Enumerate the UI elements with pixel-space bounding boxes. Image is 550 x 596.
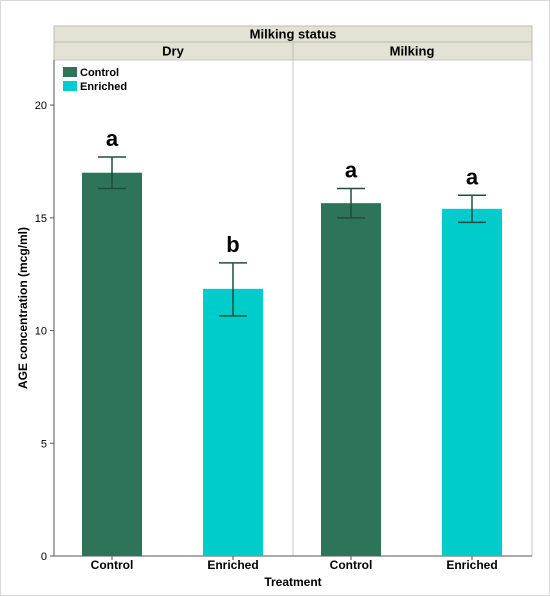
legend-label-enriched: Enriched: [80, 81, 127, 93]
y-axis-ticks: 0 5 10 15 20: [35, 100, 54, 563]
bar-dry-enriched: [203, 288, 263, 556]
y-axis-title: AGE concentration (mcg/ml): [16, 227, 30, 389]
y-tick-label: 15: [35, 213, 47, 225]
x-category-label: Control: [91, 558, 134, 572]
bar-milking-control: [321, 203, 381, 556]
y-tick-label: 20: [35, 100, 47, 112]
facet-header: Milking status: [53, 25, 533, 43]
significance-label: a: [106, 126, 119, 151]
legend-swatch-control: [63, 67, 77, 77]
x-axis-categories: Control Enriched Control Enriched: [91, 556, 498, 572]
panel-headers: Dry Milking: [53, 41, 533, 61]
bars: a b a a: [82, 126, 502, 557]
y-tick-label: 5: [41, 438, 47, 450]
x-axis-title: Treatment: [264, 575, 321, 589]
significance-label: a: [345, 158, 358, 183]
facet-header-title: Milking status: [250, 27, 337, 42]
bar-dry-control: [82, 172, 142, 556]
bar-milking-enriched: [442, 208, 502, 557]
y-tick-label: 0: [41, 551, 47, 563]
legend-label-control: Control: [80, 67, 119, 79]
x-category-label: Control: [330, 558, 373, 572]
legend-swatch-enriched: [63, 81, 77, 91]
significance-label: a: [466, 164, 479, 189]
y-tick-label: 10: [35, 326, 47, 338]
panel-header-dry: Dry: [162, 44, 184, 59]
legend: Control Enriched: [63, 67, 127, 93]
x-category-label: Enriched: [207, 558, 258, 572]
panel-header-milking: Milking: [390, 44, 435, 59]
x-category-label: Enriched: [446, 558, 497, 572]
significance-label: b: [226, 232, 239, 257]
